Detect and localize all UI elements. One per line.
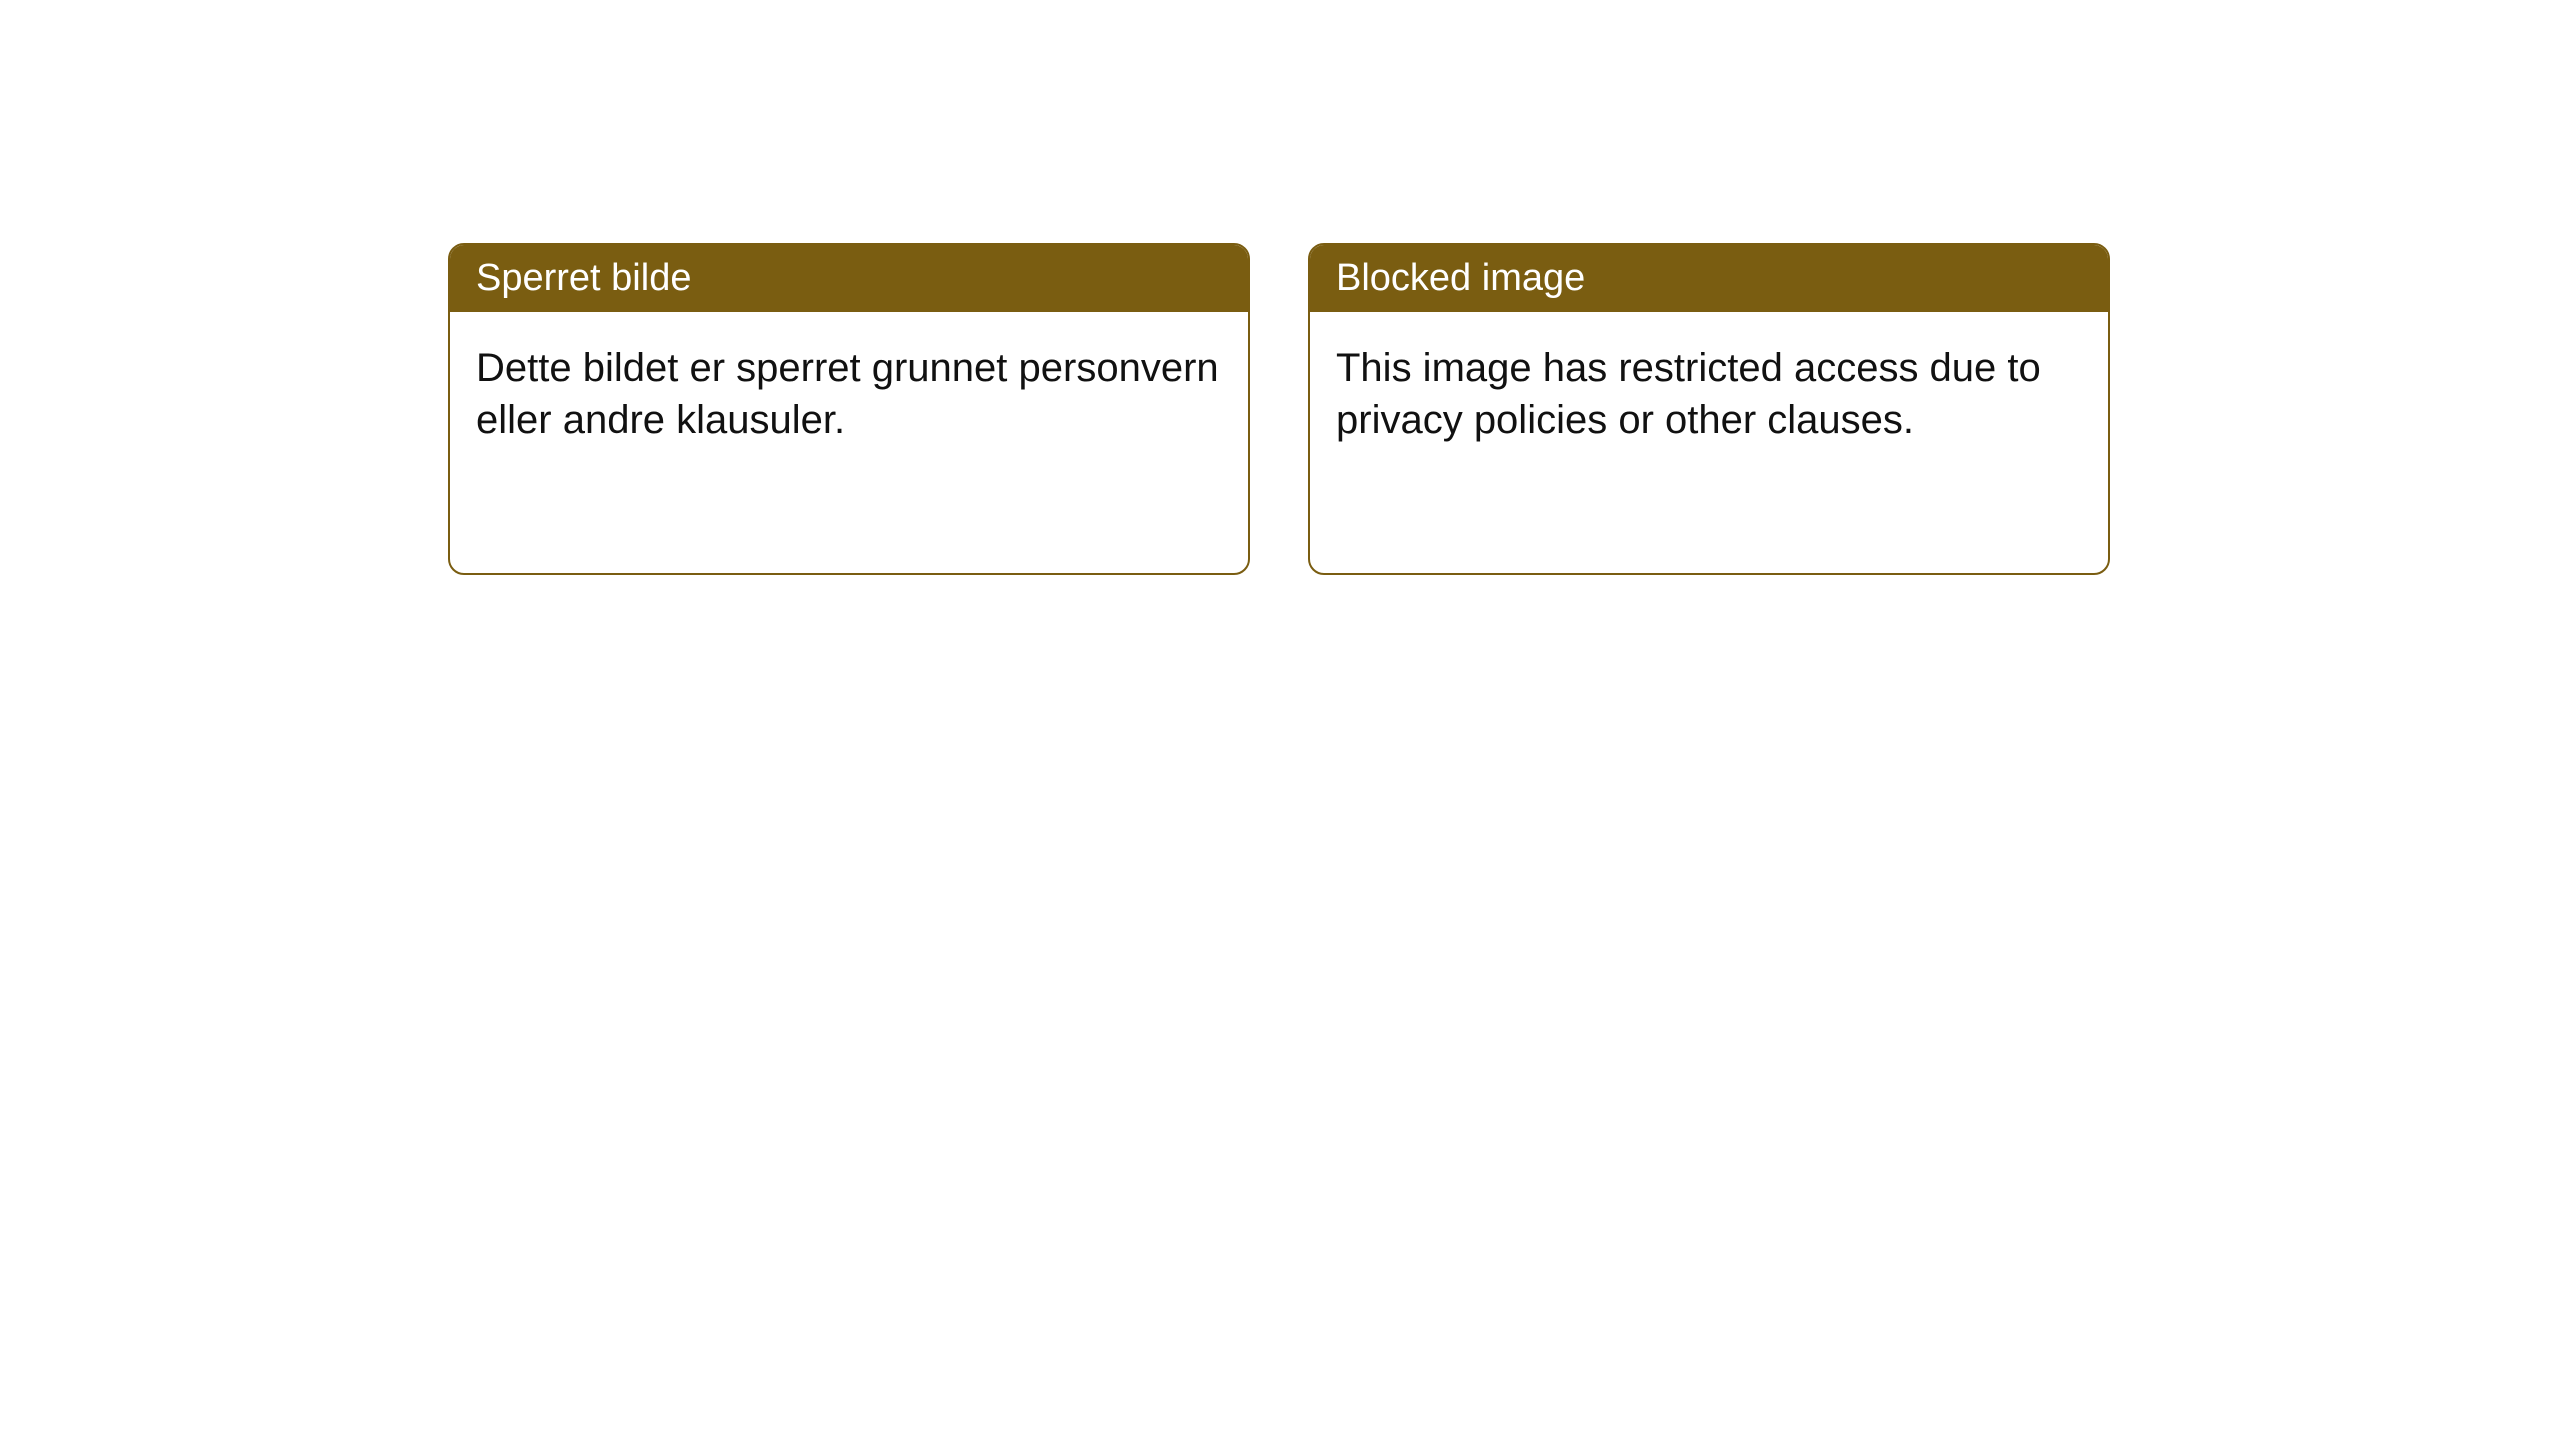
- card-header-en: Blocked image: [1310, 245, 2108, 312]
- card-body-en: This image has restricted access due to …: [1310, 312, 2108, 476]
- card-body-no: Dette bildet er sperret grunnet personve…: [450, 312, 1248, 476]
- blocked-image-cards: Sperret bilde Dette bildet er sperret gr…: [448, 243, 2110, 575]
- blocked-image-card-en: Blocked image This image has restricted …: [1308, 243, 2110, 575]
- card-header-no: Sperret bilde: [450, 245, 1248, 312]
- blocked-image-card-no: Sperret bilde Dette bildet er sperret gr…: [448, 243, 1250, 575]
